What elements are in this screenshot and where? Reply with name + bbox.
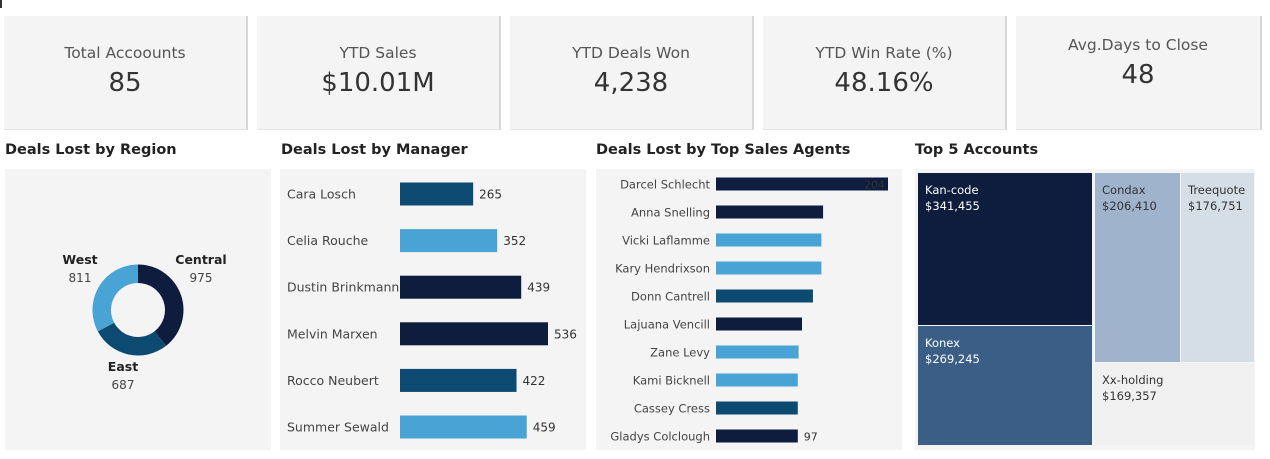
- bar-category-label: Lajuana Vencill: [624, 318, 710, 332]
- bar-category-label: Vicki Laflamme: [622, 234, 710, 248]
- manager-bar-chart: Cara Losch 265 Celia Rouche 352 Dustin Brink…: [287, 182, 577, 439]
- kpi-avg-days-to-close: Avg.Days to Close 48: [1016, 16, 1262, 130]
- bar-category-label: Kary Hendrixson: [615, 262, 710, 276]
- treemap-cell-treequote[interactable]: Treequote $176,751: [1181, 173, 1254, 362]
- bar-celia-rouche[interactable]: [400, 229, 498, 253]
- kpi-value: 4,238: [593, 68, 669, 98]
- bar-value-label: 352: [503, 234, 526, 248]
- donut-value-east: 687: [112, 378, 135, 392]
- treemap-cell-value: $169,357: [1102, 389, 1157, 403]
- treemap-cell-value: $206,410: [1102, 199, 1157, 213]
- bar-value-label: 97: [804, 431, 818, 444]
- bar-category-label: Celia Rouche: [287, 233, 368, 248]
- treemap-cell-label: Treequote: [1188, 183, 1246, 197]
- agents-bar-panel: Darcel Schlecht 204 Anna Snelling Vicki Laf…: [596, 169, 902, 450]
- region-donut-chart: Central 975 East 687 West 811: [62, 252, 226, 392]
- kpi-label: Avg.Days to Close: [1068, 36, 1208, 54]
- treemap-cell-label: Condax: [1102, 183, 1146, 197]
- bar-category-label: Donn Cantrell: [631, 290, 710, 304]
- region-chart-title: Deals Lost by Region: [5, 142, 177, 158]
- treemap-cell-label: Xx-holding: [1102, 373, 1164, 387]
- treemap-cell-value: $341,455: [925, 199, 980, 213]
- kpi-total-accounts: Total Accoounts 85: [4, 16, 248, 130]
- accounts-chart-title: Top 5 Accounts: [915, 142, 1039, 158]
- donut-slice-west[interactable]: [92, 264, 138, 332]
- bar-category-label: Anna Snelling: [631, 206, 710, 220]
- kpi-label: YTD Deals Won: [572, 44, 690, 62]
- bar-category-label: Zane Levy: [650, 346, 710, 360]
- treemap-cell-label: Konex: [925, 336, 960, 350]
- bar-dustin-brinkmann[interactable]: [400, 275, 522, 299]
- bar-category-label: Melvin Marxen: [287, 326, 378, 341]
- bar-category-label: Dustin Brinkmann: [287, 280, 399, 295]
- bar-gladys-colclough[interactable]: [716, 429, 798, 443]
- kpi-label: YTD Win Rate (%): [815, 44, 953, 62]
- treemap-cell-value: $176,751: [1188, 199, 1243, 213]
- kpi-label: Total Accoounts: [64, 44, 186, 62]
- bar-darcel-schlecht[interactable]: [716, 177, 888, 191]
- kpi-value: 85: [108, 68, 142, 98]
- manager-chart-title: Deals Lost by Manager: [281, 142, 468, 158]
- bar-category-label: Summer Sewald: [287, 420, 389, 435]
- donut-value-central: 975: [190, 271, 213, 285]
- bar-category-label: Gladys Colclough: [610, 430, 710, 444]
- corner-marker: [0, 0, 2, 8]
- bar-cara-losch[interactable]: [400, 182, 474, 206]
- donut-label-west: West: [62, 252, 97, 267]
- bar-rocco-neubert[interactable]: [400, 368, 517, 392]
- bar-zane-levy[interactable]: [716, 345, 799, 359]
- donut-value-west: 811: [69, 271, 92, 285]
- bar-cassey-cress[interactable]: [716, 401, 798, 415]
- accounts-treemap-panel: Kan-code $341,455 Konex $269,245 Condax …: [915, 169, 1255, 450]
- bar-value-label: 459: [533, 421, 556, 435]
- donut-label-central: Central: [175, 252, 226, 267]
- donut-label-east: East: [108, 359, 138, 374]
- bar-donn-cantrell[interactable]: [716, 289, 813, 303]
- agents-bar-chart: Darcel Schlecht 204 Anna Snelling Vicki Laf…: [610, 177, 888, 444]
- agents-chart-title: Deals Lost by Top Sales Agents: [596, 142, 851, 158]
- kpi-ytd-win-rate: YTD Win Rate (%) 48.16%: [763, 16, 1007, 130]
- bar-value-label: 422: [523, 374, 546, 388]
- kpi-label: YTD Sales: [339, 44, 417, 62]
- treemap-cell-kan-code[interactable]: Kan-code $341,455: [918, 173, 1092, 325]
- bar-category-label: Cara Losch: [287, 187, 356, 202]
- region-donut-panel: Central 975 East 687 West 811: [5, 169, 271, 450]
- bar-category-label: Rocco Neubert: [287, 373, 379, 388]
- bar-value-label: 536: [554, 327, 577, 341]
- treemap-cell-konex[interactable]: Konex $269,245: [918, 326, 1092, 445]
- kpi-ytd-deals-won: YTD Deals Won 4,238: [510, 16, 754, 130]
- bar-value-label: 265: [479, 188, 502, 202]
- bar-lajuana-vencill[interactable]: [716, 317, 802, 331]
- bar-kary-hendrixson[interactable]: [716, 261, 822, 275]
- bar-category-label: Darcel Schlecht: [620, 178, 710, 192]
- bar-category-label: Cassey Cress: [634, 402, 710, 416]
- kpi-value: $10.01M: [321, 68, 435, 98]
- bar-value-label: 204: [864, 179, 885, 192]
- manager-bar-panel: Cara Losch 265 Celia Rouche 352 Dustin Brink…: [280, 169, 586, 450]
- bar-value-label: 439: [527, 281, 550, 295]
- treemap-cell-xx-holding[interactable]: Xx-holding $169,357: [1095, 363, 1254, 445]
- kpi-ytd-sales: YTD Sales $10.01M: [257, 16, 501, 130]
- kpi-value: 48: [1121, 60, 1155, 90]
- bar-kami-bicknell[interactable]: [716, 373, 798, 387]
- bar-anna-snelling[interactable]: [716, 205, 824, 219]
- treemap-cell-condax[interactable]: Condax $206,410: [1095, 173, 1180, 362]
- donut-slice-central[interactable]: [138, 264, 184, 346]
- treemap-cell-value: $269,245: [925, 352, 980, 366]
- kpi-value: 48.16%: [834, 68, 934, 98]
- bar-vicki-laflamme[interactable]: [716, 233, 822, 247]
- bar-summer-sewald[interactable]: [400, 415, 527, 439]
- bar-category-label: Kami Bicknell: [633, 374, 710, 388]
- bar-melvin-marxen[interactable]: [400, 322, 548, 346]
- treemap-cell-label: Kan-code: [925, 183, 979, 197]
- donut-slice-east[interactable]: [97, 322, 167, 356]
